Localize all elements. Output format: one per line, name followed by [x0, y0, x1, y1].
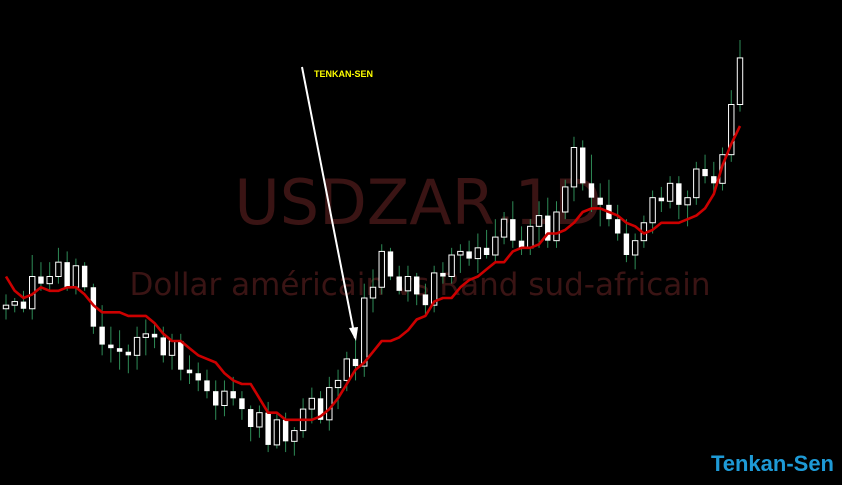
candle-body — [108, 344, 114, 349]
candle-body — [518, 240, 525, 248]
candle-body — [273, 419, 281, 446]
candle-body — [99, 326, 105, 345]
candle-body — [151, 333, 158, 338]
candle-body — [666, 182, 674, 202]
candle-body — [430, 272, 438, 306]
candle-body — [387, 251, 394, 277]
candle-body — [483, 247, 490, 255]
candle-body — [38, 276, 44, 284]
candle-body — [378, 250, 385, 288]
candle-body — [256, 412, 263, 428]
candle-body — [239, 398, 245, 410]
candle-body — [204, 380, 210, 392]
candle-body — [195, 373, 201, 381]
candle-body — [676, 183, 682, 205]
candle-body — [570, 147, 578, 188]
candle-body — [20, 301, 27, 309]
candle-body — [500, 218, 508, 238]
candle-body — [545, 215, 551, 241]
candle-body — [649, 197, 656, 224]
candle-body — [736, 57, 744, 105]
candle-body — [291, 430, 298, 442]
candle-body — [562, 186, 569, 213]
candle-body — [230, 391, 236, 399]
candle-body — [597, 197, 603, 205]
candle-body — [580, 147, 586, 184]
candle-body — [178, 341, 184, 370]
candle-body — [72, 265, 80, 288]
candle-body — [125, 351, 132, 356]
candle-body — [11, 301, 18, 306]
candle-body — [702, 169, 708, 177]
candle-body — [64, 262, 70, 288]
candle-body — [352, 358, 359, 367]
candle-body — [160, 337, 166, 356]
candle-body — [588, 183, 595, 198]
candle-body — [317, 398, 324, 420]
candle-body — [440, 272, 446, 277]
candle-body — [404, 276, 412, 292]
annotation-arrow-head — [349, 327, 358, 341]
candle-body — [535, 215, 543, 227]
candle-body — [168, 340, 176, 356]
candle-body — [361, 297, 368, 367]
brand-label: Tenkan-Sen — [710, 451, 834, 476]
candle-body — [396, 276, 402, 291]
candle-body — [133, 336, 141, 356]
candle-body — [466, 251, 472, 259]
candle-body — [282, 419, 289, 442]
candle-body — [265, 412, 271, 445]
candle-body — [614, 219, 621, 234]
candle-body — [413, 276, 420, 295]
candle-body — [553, 211, 560, 242]
candle-body — [623, 233, 630, 255]
watermark-subtitle: Dollar américain vs Rand sud-africain — [129, 267, 710, 303]
candle-body — [693, 168, 700, 199]
candle-body — [474, 247, 482, 260]
candle-body — [213, 391, 219, 406]
candle-body — [711, 176, 717, 184]
candle-body — [247, 409, 254, 427]
candle-body — [527, 225, 534, 249]
candle-body — [369, 286, 377, 299]
candle-body — [684, 197, 691, 206]
candle-body — [457, 250, 464, 256]
candle-body — [343, 358, 350, 381]
candle-body — [448, 254, 455, 277]
candle-body — [46, 276, 53, 285]
candle-body — [116, 348, 123, 352]
candle-body — [492, 236, 499, 256]
candle-body — [221, 390, 228, 406]
candle-body — [81, 265, 88, 288]
candle-body — [631, 240, 639, 256]
candle-body — [658, 197, 665, 202]
candle-body — [142, 333, 150, 338]
tenkan-sen-line — [4, 125, 742, 422]
candles-group — [2, 40, 744, 456]
annotation-label: TENKAN-SEN — [314, 69, 373, 79]
candle-body — [186, 369, 193, 374]
candle-body — [55, 261, 62, 277]
candle-body — [326, 387, 333, 421]
candle-body — [90, 287, 97, 327]
candle-body — [308, 397, 316, 410]
candle-body — [422, 294, 429, 306]
annotation-arrow-line — [301, 66, 356, 339]
candle-body — [510, 219, 516, 241]
candle-body — [2, 304, 10, 310]
candle-body — [728, 104, 735, 156]
candle-body — [334, 379, 342, 389]
